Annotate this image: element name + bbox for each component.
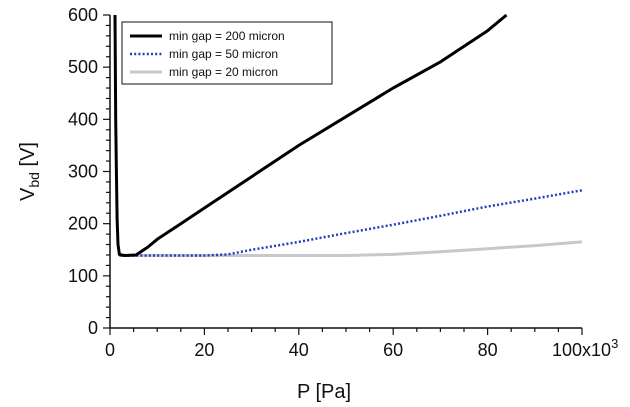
x-tick-label-4: 80	[478, 340, 498, 360]
axis-labels: P [Pa] Vbd [V]	[17, 142, 351, 403]
x-tick-label-3: 60	[383, 340, 403, 360]
series-line-2	[119, 240, 582, 257]
y-tick-label-2: 200	[68, 214, 98, 234]
x-tick-label-0: 0	[105, 340, 115, 360]
y-tick-label-3: 300	[68, 162, 98, 182]
y-tick-label-5: 500	[68, 57, 98, 77]
legend: min gap = 200 micron min gap = 50 micron m…	[121, 21, 333, 85]
x-tick-label-1: 20	[194, 340, 214, 360]
y-tick-label-6: 600	[68, 5, 98, 25]
series-line-0	[113, 13, 508, 257]
x-tick-label-5: 100x103	[552, 336, 618, 360]
y-axis-label: Vbd [V]	[17, 142, 42, 201]
legend-label-2: min gap = 20 micron	[169, 65, 278, 79]
y-tick-label-0: 0	[88, 318, 98, 338]
legend-label-1: min gap = 50 micron	[169, 47, 278, 61]
legend-label-0: min gap = 200 micron	[169, 29, 285, 43]
y-tick-label-1: 100	[68, 266, 98, 286]
y-tick-label-4: 400	[68, 109, 98, 129]
series-line-1	[119, 189, 582, 257]
x-axis-label: P [Pa]	[297, 381, 351, 403]
x-tick-label-2: 40	[289, 340, 309, 360]
series-layer	[113, 13, 582, 257]
axes-layer: 0 20 40 60 80 100x103 0 100 200 300 400 500 600	[68, 5, 618, 360]
